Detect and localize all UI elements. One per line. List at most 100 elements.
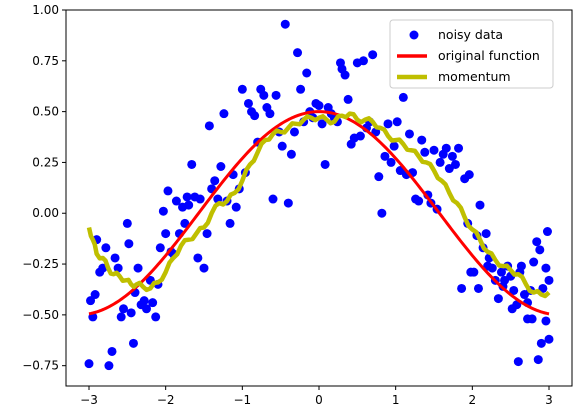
data-point xyxy=(464,170,474,180)
data-point xyxy=(481,229,491,239)
data-point xyxy=(296,84,306,94)
data-point xyxy=(163,186,173,196)
data-point xyxy=(293,48,303,58)
data-point xyxy=(450,159,460,169)
data-point xyxy=(535,245,545,255)
data-point xyxy=(544,275,554,285)
data-point xyxy=(383,119,393,129)
data-point xyxy=(116,312,126,322)
data-point xyxy=(199,263,209,273)
data-point xyxy=(529,257,539,267)
data-point xyxy=(496,267,506,277)
data-point xyxy=(286,149,296,159)
data-point xyxy=(180,218,190,228)
legend-label-momentum: momentum xyxy=(438,69,511,84)
data-point xyxy=(271,90,281,100)
original-function-line xyxy=(88,110,550,316)
data-point xyxy=(195,194,205,204)
data-point xyxy=(90,290,100,300)
data-point xyxy=(404,129,414,139)
x-tick-label: −2 xyxy=(157,393,175,407)
data-point xyxy=(231,202,241,212)
data-point xyxy=(469,267,479,277)
legend: noisy data original function momentum xyxy=(389,19,554,89)
data-point xyxy=(317,119,327,129)
data-point xyxy=(225,218,235,228)
data-point xyxy=(268,194,278,204)
x-tick-label: 1 xyxy=(392,393,400,407)
data-point xyxy=(139,296,149,306)
data-point xyxy=(475,200,485,210)
data-point xyxy=(320,159,330,169)
data-point xyxy=(126,308,136,318)
data-point xyxy=(128,338,138,348)
data-point xyxy=(420,147,430,157)
data-point xyxy=(280,19,290,29)
data-point xyxy=(142,304,151,314)
data-point xyxy=(133,263,143,273)
data-point xyxy=(124,239,134,249)
data-point xyxy=(536,338,546,348)
data-point xyxy=(158,206,168,216)
legend-label-original-function: original function xyxy=(438,48,540,63)
data-point xyxy=(122,218,132,228)
data-point xyxy=(204,121,214,131)
data-point xyxy=(386,157,396,167)
data-point xyxy=(457,283,467,293)
data-point xyxy=(107,346,117,356)
data-point xyxy=(259,90,269,100)
data-point xyxy=(358,56,368,66)
data-point xyxy=(161,229,171,239)
ticks: −3 −2 −1 0 1 2 3 −0.75 −0.50 −0.25 0.00 0.25 0.50 0.7… xyxy=(22,3,553,407)
data-point xyxy=(541,263,551,273)
data-point xyxy=(513,357,523,367)
data-point xyxy=(119,304,128,314)
data-point xyxy=(542,227,552,237)
data-point xyxy=(182,192,192,202)
data-point xyxy=(216,161,226,171)
data-point xyxy=(532,237,542,247)
data-point xyxy=(533,355,543,365)
data-point xyxy=(392,117,402,127)
y-tick-label: −0.75 xyxy=(22,359,59,373)
data-point xyxy=(398,92,408,102)
y-tick-label: 0.25 xyxy=(32,155,59,169)
data-point xyxy=(389,141,399,151)
data-point xyxy=(151,312,161,322)
y-tick-label: −0.50 xyxy=(22,308,59,322)
data-point xyxy=(101,243,111,253)
y-tick-label: 0.00 xyxy=(32,206,59,220)
data-point xyxy=(193,253,203,263)
data-point xyxy=(473,283,483,293)
data-point xyxy=(343,94,353,104)
data-point xyxy=(541,316,551,326)
data-point xyxy=(507,304,517,314)
x-tick-label: −3 xyxy=(80,393,98,407)
data-point xyxy=(110,253,120,263)
data-point xyxy=(340,70,350,80)
data-point xyxy=(429,145,439,155)
data-point xyxy=(113,263,123,273)
data-point xyxy=(171,196,181,206)
data-point xyxy=(148,298,158,308)
data-point xyxy=(509,285,519,295)
y-tick-label: 0.50 xyxy=(32,105,59,119)
data-point xyxy=(283,198,293,208)
x-tick-label: 3 xyxy=(545,393,553,407)
data-point xyxy=(265,109,275,119)
x-tick-label: 2 xyxy=(469,393,477,407)
y-tick-label: 1.00 xyxy=(32,3,59,17)
data-point xyxy=(447,151,457,161)
y-tick-label: 0.75 xyxy=(32,54,59,68)
data-point xyxy=(289,127,299,137)
data-point xyxy=(302,68,312,78)
x-tick-label: 0 xyxy=(315,393,323,407)
data-point xyxy=(84,359,94,369)
x-tick-label: −1 xyxy=(233,393,251,407)
data-point xyxy=(219,109,229,119)
data-point xyxy=(454,143,464,153)
data-point xyxy=(538,283,548,293)
data-point xyxy=(377,208,387,218)
data-point xyxy=(483,261,493,271)
data-point xyxy=(210,176,220,186)
